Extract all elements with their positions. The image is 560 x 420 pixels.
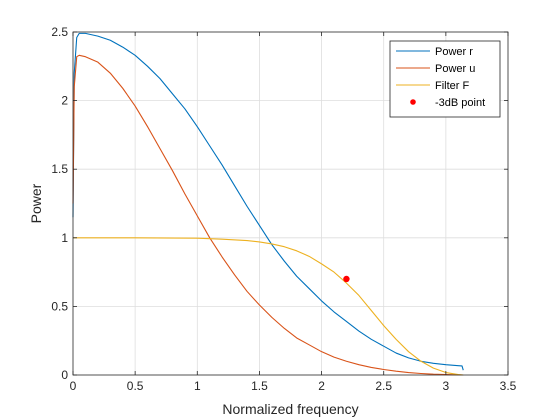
y-tick-label: 0: [61, 368, 68, 382]
legend-item-filter-f: Filter F: [396, 80, 470, 92]
y-axis-label: Power: [28, 183, 44, 223]
plot-series: [72, 32, 464, 376]
x-tick-label: 2.5: [375, 379, 392, 393]
legend-box: [389, 40, 501, 118]
legend-label-3db-point: -3dB point: [435, 97, 485, 109]
y-tick-label: 2.5: [51, 25, 68, 39]
x-tick-label: 1: [194, 379, 201, 393]
legend-item-3db-point: -3dB point: [410, 97, 485, 109]
legend: Power r Power u Filter F -3dB point: [389, 40, 501, 118]
x-tick-label: 3: [443, 379, 450, 393]
y-tick-label: 1: [61, 231, 68, 245]
x-tick-label: 1.5: [251, 379, 268, 393]
legend-label-power-r: Power r: [435, 46, 473, 58]
x-tick-label: 0.5: [127, 379, 144, 393]
x-tick-label: 3.5: [500, 379, 517, 393]
legend-item-power-u: Power u: [396, 63, 475, 75]
point-3db-point: [343, 275, 350, 283]
series-line-power-u: [72, 54, 464, 376]
legend-label-power-u: Power u: [435, 63, 475, 75]
x-axis-label: Normalized frequency: [222, 401, 358, 417]
series-line-filter-f: [73, 237, 464, 376]
x-tick-label: 2: [318, 379, 325, 393]
legend-label-filter-f: Filter F: [435, 80, 470, 92]
legend-item-power-r: Power r: [396, 46, 473, 58]
x-tick-label: 0: [70, 379, 77, 393]
axis-ticks: 0 0.5 1 1.5 2 2.5 3 3.5 0 0.5 1 1.5 2 2.5: [51, 25, 516, 393]
y-tick-label: 1.5: [51, 162, 68, 176]
plot-frame: [72, 31, 509, 376]
y-tick-label: 0.5: [51, 299, 68, 313]
legend-marker-3db-point: [410, 99, 416, 105]
y-tick-label: 2: [61, 94, 68, 108]
series-line-power-r: [72, 32, 464, 371]
